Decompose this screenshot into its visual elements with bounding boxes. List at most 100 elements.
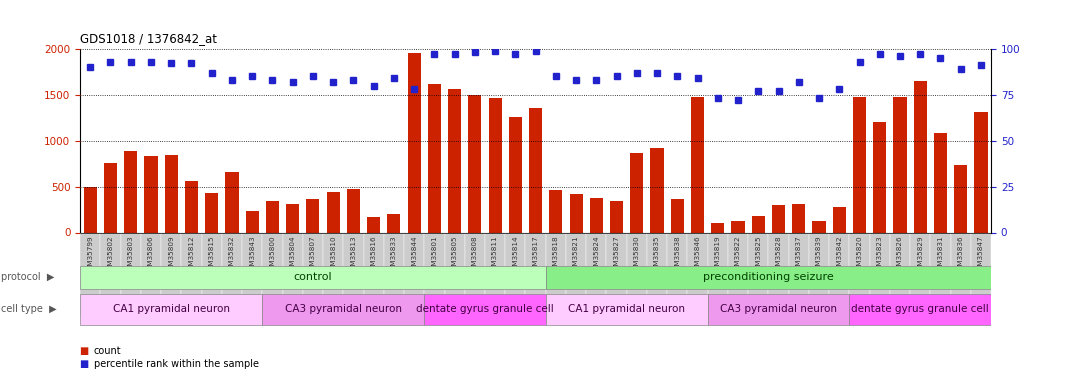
Bar [668,232,688,315]
Bar [813,220,826,232]
Bar [728,232,749,315]
Text: GSM35828: GSM35828 [775,235,782,274]
Text: percentile rank within the sample: percentile rank within the sample [94,359,258,369]
Bar [546,294,708,324]
Bar [428,84,441,232]
Bar [971,232,991,315]
Text: GSM35818: GSM35818 [553,235,559,274]
Bar [80,294,263,324]
Bar [772,205,785,232]
Bar [161,232,182,315]
Text: CA1 pyramidal neuron: CA1 pyramidal neuron [113,304,230,314]
Bar [874,122,886,232]
Text: GSM35830: GSM35830 [633,235,640,274]
Text: GSM35806: GSM35806 [148,235,154,274]
Bar [225,172,238,232]
Text: GSM35807: GSM35807 [310,235,316,274]
Text: GSM35842: GSM35842 [836,235,843,274]
Bar [80,232,100,315]
Bar [688,232,708,315]
Text: CA1 pyramidal neuron: CA1 pyramidal neuron [568,304,686,314]
Bar [671,200,684,232]
Bar [569,194,583,232]
Bar [566,232,586,315]
Text: GSM35812: GSM35812 [188,235,194,274]
Bar [627,232,647,315]
Bar [529,108,543,232]
Bar [768,232,788,315]
Bar [182,232,202,315]
Bar [546,232,566,315]
Bar [833,207,846,232]
Bar [485,232,505,315]
Text: GSM35836: GSM35836 [958,235,963,274]
Text: GSM35822: GSM35822 [735,235,741,274]
Bar [449,89,461,232]
Bar [141,232,161,315]
Bar [792,204,805,232]
Text: GSM35811: GSM35811 [492,235,498,274]
Bar [266,201,279,232]
Text: preconditioning seizure: preconditioning seizure [703,273,834,282]
Bar [711,224,724,232]
Text: GSM35802: GSM35802 [108,235,113,274]
Text: GSM35831: GSM35831 [938,235,943,274]
Text: GSM35809: GSM35809 [168,235,174,274]
Bar [202,232,222,315]
Bar [590,198,603,232]
Bar [283,232,303,315]
Text: protocol  ▶: protocol ▶ [1,273,54,282]
Bar [263,294,424,324]
Text: GSM35800: GSM35800 [269,235,276,274]
Bar [894,98,907,232]
Bar [347,189,360,232]
Bar [468,95,482,232]
Bar [691,96,704,232]
Text: GSM35820: GSM35820 [857,235,863,274]
Text: GSM35839: GSM35839 [816,235,822,274]
Text: GSM35832: GSM35832 [229,235,235,274]
Bar [910,232,930,315]
Bar [849,232,869,315]
Bar [327,192,340,232]
Bar [144,156,158,232]
Bar [488,98,502,232]
Text: GSM35805: GSM35805 [452,235,457,274]
Text: GSM35819: GSM35819 [714,235,721,274]
Bar [586,232,607,315]
Bar [630,153,643,232]
Text: GSM35843: GSM35843 [249,235,255,274]
Text: ■: ■ [80,346,93,355]
Bar [930,232,951,315]
Bar [525,232,546,315]
Text: GSM35837: GSM35837 [796,235,802,274]
Bar [853,96,866,232]
Bar [610,201,623,232]
Bar [508,117,522,232]
Bar [83,188,97,232]
Text: GSM35825: GSM35825 [755,235,761,274]
Text: GSM35821: GSM35821 [574,235,579,274]
Text: GSM35808: GSM35808 [472,235,477,274]
Bar [732,220,744,232]
Bar [505,232,525,315]
Bar [890,232,910,315]
Bar [933,133,947,232]
Bar [549,190,563,232]
Text: GSM35813: GSM35813 [350,235,357,274]
Bar [246,211,258,232]
Bar [954,165,968,232]
Bar [222,232,242,315]
Bar [647,232,668,315]
Text: GSM35829: GSM35829 [917,235,923,274]
Bar [749,232,768,315]
Bar [465,232,485,315]
Bar [388,214,400,232]
Text: GSM35826: GSM35826 [897,235,904,274]
Text: dentate gyrus granule cell: dentate gyrus granule cell [417,304,554,314]
Text: GSM35838: GSM35838 [674,235,680,274]
Bar [263,232,283,315]
Text: CA3 pyramidal neuron: CA3 pyramidal neuron [285,304,402,314]
Bar [708,232,728,315]
Bar [444,232,465,315]
